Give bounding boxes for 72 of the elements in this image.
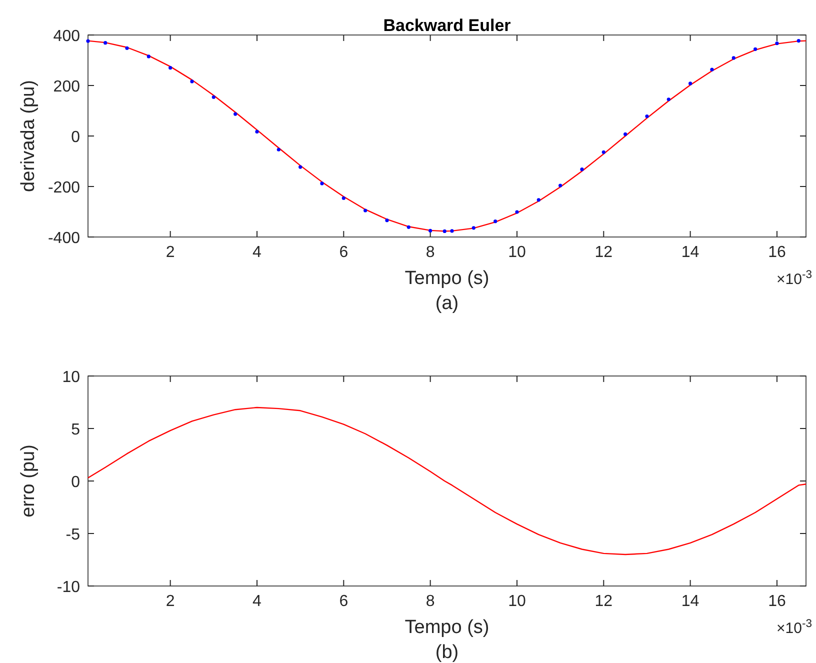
point xyxy=(364,208,368,212)
y-tick-label: 200 xyxy=(53,78,80,96)
y-tick-label: -5 xyxy=(66,526,80,544)
y-tick-label: -200 xyxy=(48,180,80,196)
point xyxy=(580,168,584,172)
point xyxy=(146,54,150,58)
x-tick-label: 14 xyxy=(681,244,700,261)
point xyxy=(320,182,324,186)
point xyxy=(472,226,476,230)
y-tick-label: 5 xyxy=(71,422,80,438)
x-tick-label: 16 xyxy=(768,593,786,610)
x-tick-label: 10 xyxy=(508,244,526,261)
point xyxy=(796,39,800,43)
point xyxy=(86,39,90,43)
x-tick-label: 4 xyxy=(252,244,262,261)
y-axis-title: derivada (pu) xyxy=(18,80,39,192)
y-tick-label: 400 xyxy=(53,28,80,45)
line-series xyxy=(87,406,807,556)
point xyxy=(125,46,129,50)
y-axis-title: erro (pu) xyxy=(18,444,39,518)
x-tick-label: 12 xyxy=(594,593,613,610)
point xyxy=(450,229,454,233)
y-tick-label: 10 xyxy=(62,369,80,386)
text: (a) xyxy=(435,293,459,314)
point xyxy=(234,112,238,116)
text: ×10$^{-3}$ xyxy=(776,618,812,637)
y-tick-label: 0 xyxy=(71,129,80,146)
point xyxy=(645,114,649,118)
point xyxy=(276,148,280,152)
point xyxy=(494,220,498,224)
x-axis-title: Tempo (s) xyxy=(404,617,490,638)
y-tick-label: -400 xyxy=(48,230,80,247)
point xyxy=(775,42,779,46)
point xyxy=(104,41,108,45)
point xyxy=(536,198,540,202)
x-tick-label: 2 xyxy=(166,593,175,610)
x-tick-label: 6 xyxy=(339,244,348,261)
line-series xyxy=(87,40,807,232)
x-tick-label: 2 xyxy=(166,244,175,261)
point xyxy=(732,56,736,60)
point xyxy=(255,130,259,134)
point xyxy=(212,95,216,99)
text: (b) xyxy=(435,642,459,663)
y-tick-label: 0 xyxy=(71,474,80,491)
point xyxy=(385,218,389,222)
x-tick-label: 8 xyxy=(426,244,435,261)
point xyxy=(442,229,446,233)
x-tick-label: 12 xyxy=(594,244,613,261)
x-tick-label: 8 xyxy=(426,593,435,610)
point xyxy=(168,66,172,70)
x-tick-label: 4 xyxy=(252,593,262,610)
point xyxy=(754,47,758,51)
point xyxy=(602,150,606,154)
point xyxy=(428,228,432,232)
x-tick-label: 16 xyxy=(768,244,786,261)
point xyxy=(710,68,714,72)
chart-title: Backward Euler xyxy=(383,16,512,35)
y-tick-label: -10 xyxy=(56,579,80,596)
x-axis-title: Tempo (s) xyxy=(404,268,490,289)
x-tick-label: 6 xyxy=(339,593,348,610)
point xyxy=(190,80,194,84)
point xyxy=(406,225,410,229)
point xyxy=(558,184,562,188)
point xyxy=(688,82,692,86)
point xyxy=(515,210,519,214)
text: ×10$^{-3}$ xyxy=(776,269,812,288)
point xyxy=(342,196,346,200)
point xyxy=(624,132,628,136)
point xyxy=(298,165,302,169)
point xyxy=(666,98,670,102)
x-tick-label: 14 xyxy=(681,593,700,610)
x-tick-label: 10 xyxy=(508,593,526,610)
